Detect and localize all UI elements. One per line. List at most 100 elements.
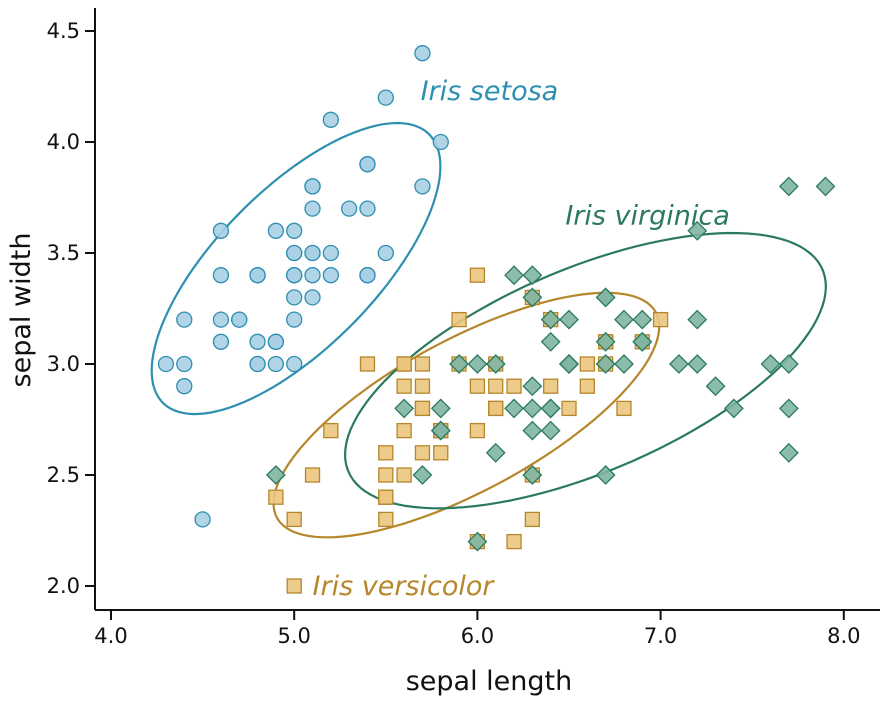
point-iris-virginica	[540, 420, 561, 441]
x-tick-label: 7.0	[644, 624, 677, 648]
y-tick-label: 2.0	[47, 574, 80, 598]
point-iris-versicolor	[469, 422, 486, 439]
point-iris-versicolor	[579, 378, 595, 394]
point-iris-versicolor	[378, 511, 394, 528]
point-iris-virginica	[632, 309, 653, 330]
point-iris-virginica	[504, 265, 524, 286]
point-iris-setosa	[194, 511, 211, 528]
point-iris-versicolor	[359, 356, 376, 372]
point-iris-setosa	[286, 311, 303, 328]
x-tick-label: 8.0	[827, 624, 860, 648]
point-iris-virginica	[595, 287, 616, 308]
point-iris-versicolor	[469, 267, 486, 283]
point-iris-setosa	[304, 267, 321, 284]
point-iris-virginica	[705, 376, 726, 397]
point-iris-virginica	[723, 398, 744, 419]
point-iris-virginica	[522, 265, 543, 286]
point-iris-versicolor	[543, 378, 559, 394]
point-iris-versicolor	[616, 400, 632, 417]
point-iris-virginica	[540, 398, 561, 419]
point-iris-versicolor	[396, 356, 412, 372]
point-iris-versicolor	[652, 311, 669, 328]
point-iris-virginica	[265, 465, 286, 485]
point-iris-virginica	[522, 376, 543, 397]
point-iris-versicolor	[433, 445, 449, 461]
point-iris-setosa	[322, 244, 339, 262]
point-iris-versicolor	[286, 511, 302, 528]
point-iris-virginica	[687, 354, 708, 374]
point-iris-setosa	[176, 311, 193, 328]
point-iris-setosa	[267, 333, 285, 350]
point-iris-versicolor	[414, 400, 431, 417]
points-layer	[157, 45, 836, 594]
ticks-layer: 4.0 5.0 6.0 7.0 8.0 2.0 2.5 3.0 3.5 4.0 4.5	[47, 19, 861, 648]
point-iris-virginica	[632, 331, 653, 352]
point-iris-setosa	[212, 333, 230, 350]
point-iris-setosa	[304, 178, 321, 195]
point-iris-virginica	[467, 531, 488, 552]
point-iris-setosa	[176, 378, 193, 395]
y-tick-label: 3.5	[47, 241, 80, 265]
point-iris-versicolor	[561, 400, 577, 417]
label-iris-setosa: Iris setosa	[421, 76, 559, 107]
label-iris-versicolor: Iris versicolor	[313, 571, 496, 602]
point-iris-virginica	[559, 354, 579, 374]
point-iris-virginica	[815, 176, 836, 197]
point-iris-setosa	[249, 333, 266, 350]
label-iris-virginica: Iris virginica	[565, 200, 729, 231]
point-iris-setosa	[267, 222, 285, 239]
y-axis-title: sepal width	[6, 233, 37, 388]
point-iris-versicolor	[378, 489, 394, 505]
point-iris-versicolor	[414, 356, 431, 372]
point-iris-virginica	[687, 309, 708, 330]
point-iris-virginica	[412, 465, 433, 485]
point-iris-setosa	[414, 45, 431, 62]
point-iris-virginica	[522, 398, 543, 419]
point-iris-setosa	[267, 355, 285, 373]
y-tick-label: 2.5	[47, 463, 80, 487]
point-iris-versicolor	[396, 422, 412, 439]
point-iris-setosa	[212, 267, 230, 284]
point-iris-setosa	[212, 222, 230, 239]
point-iris-virginica	[522, 420, 543, 441]
point-iris-virginica	[430, 398, 451, 419]
point-iris-virginica	[485, 354, 506, 374]
point-iris-setosa	[286, 267, 303, 284]
point-iris-versicolor	[506, 533, 522, 550]
point-iris-virginica	[540, 309, 561, 330]
point-iris-versicolor	[579, 356, 595, 372]
point-iris-setosa	[286, 355, 303, 373]
ellipse-iris-setosa	[150, 121, 442, 416]
point-iris-virginica	[595, 331, 616, 352]
point-iris-virginica	[449, 354, 469, 374]
point-iris-virginica	[760, 354, 781, 374]
point-iris-virginica	[614, 309, 634, 330]
point-iris-versicolor	[268, 489, 284, 505]
point-iris-virginica	[595, 465, 616, 485]
point-iris-versicolor	[506, 378, 522, 394]
point-iris-setosa	[176, 355, 193, 373]
point-iris-setosa	[212, 311, 230, 328]
point-iris-virginica	[687, 220, 708, 241]
y-tick-label: 3.0	[47, 352, 80, 376]
point-iris-versicolor	[378, 467, 394, 483]
point-iris-versicolor	[414, 445, 431, 461]
ellipse-iris-virginica	[343, 231, 828, 510]
point-iris-virginica	[430, 420, 451, 441]
point-iris-versicolor	[488, 400, 504, 417]
point-iris-versicolor	[396, 467, 412, 483]
point-iris-virginica	[485, 442, 506, 463]
point-iris-versicolor	[323, 422, 339, 439]
point-iris-setosa	[286, 244, 303, 262]
point-iris-virginica	[394, 398, 415, 419]
point-iris-versicolor	[396, 378, 412, 394]
point-iris-setosa	[231, 311, 248, 328]
point-iris-virginica	[614, 354, 634, 374]
point-iris-virginica	[669, 354, 689, 374]
point-iris-virginica	[778, 176, 799, 197]
point-iris-virginica	[504, 398, 524, 419]
point-iris-virginica	[540, 331, 561, 352]
y-tick-label: 4.5	[47, 19, 80, 43]
point-iris-virginica	[778, 354, 799, 374]
point-iris-virginica	[595, 354, 616, 374]
